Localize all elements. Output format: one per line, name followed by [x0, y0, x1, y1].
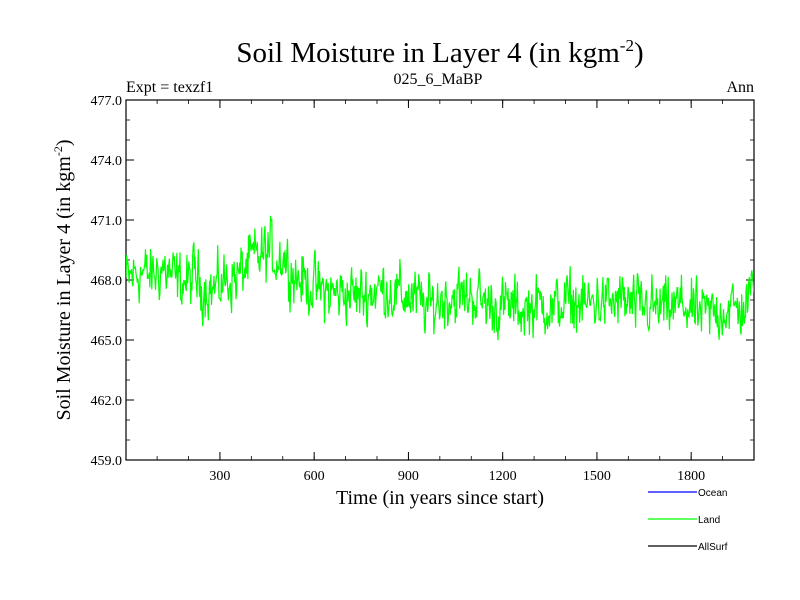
y-tick-label: 468.0	[91, 274, 123, 289]
plot-area	[125, 99, 755, 461]
title-suffix: )	[634, 37, 644, 69]
legend: Ocean Land AllSurf	[648, 488, 728, 553]
y-tick-label: 474.0	[91, 154, 123, 169]
subtitle-right: Ann	[726, 79, 754, 96]
x-axis: 300 600 900 1200 1500 1800	[156, 100, 755, 484]
y-label-suffix: )	[53, 139, 75, 146]
x-tick-label: 900	[398, 469, 419, 484]
y-tick-label: 459.0	[91, 454, 123, 469]
subtitle-center: 025_6_MaBP	[394, 71, 483, 88]
y-label-superscript: -2	[51, 146, 65, 156]
x-tick-label: 300	[209, 469, 230, 484]
legend-label-ocean: Ocean	[698, 488, 727, 499]
y-tick-label: 465.0	[91, 334, 123, 349]
series-line-land	[126, 215, 754, 341]
legend-label-allsurf: AllSurf	[698, 542, 728, 553]
x-tick-label: 1500	[583, 469, 611, 484]
x-tick-label: 1800	[677, 469, 705, 484]
y-tick-label: 462.0	[91, 394, 123, 409]
subtitle-left: Expt = texzf1	[126, 79, 213, 96]
x-axis-label: Time (in years since start)	[336, 487, 544, 509]
y-tick-label: 471.0	[91, 214, 123, 229]
x-tick-label: 1200	[489, 469, 517, 484]
x-tick-label: 600	[304, 469, 325, 484]
chart-title: Soil Moisture in Layer 4 (in kgm-2)	[236, 36, 643, 69]
title-superscript: -2	[620, 36, 634, 55]
legend-label-land: Land	[698, 515, 720, 526]
y-tick-label: 477.0	[91, 94, 123, 109]
y-axis-label: Soil Moisture in Layer 4 (in kgm-2)	[51, 139, 75, 420]
